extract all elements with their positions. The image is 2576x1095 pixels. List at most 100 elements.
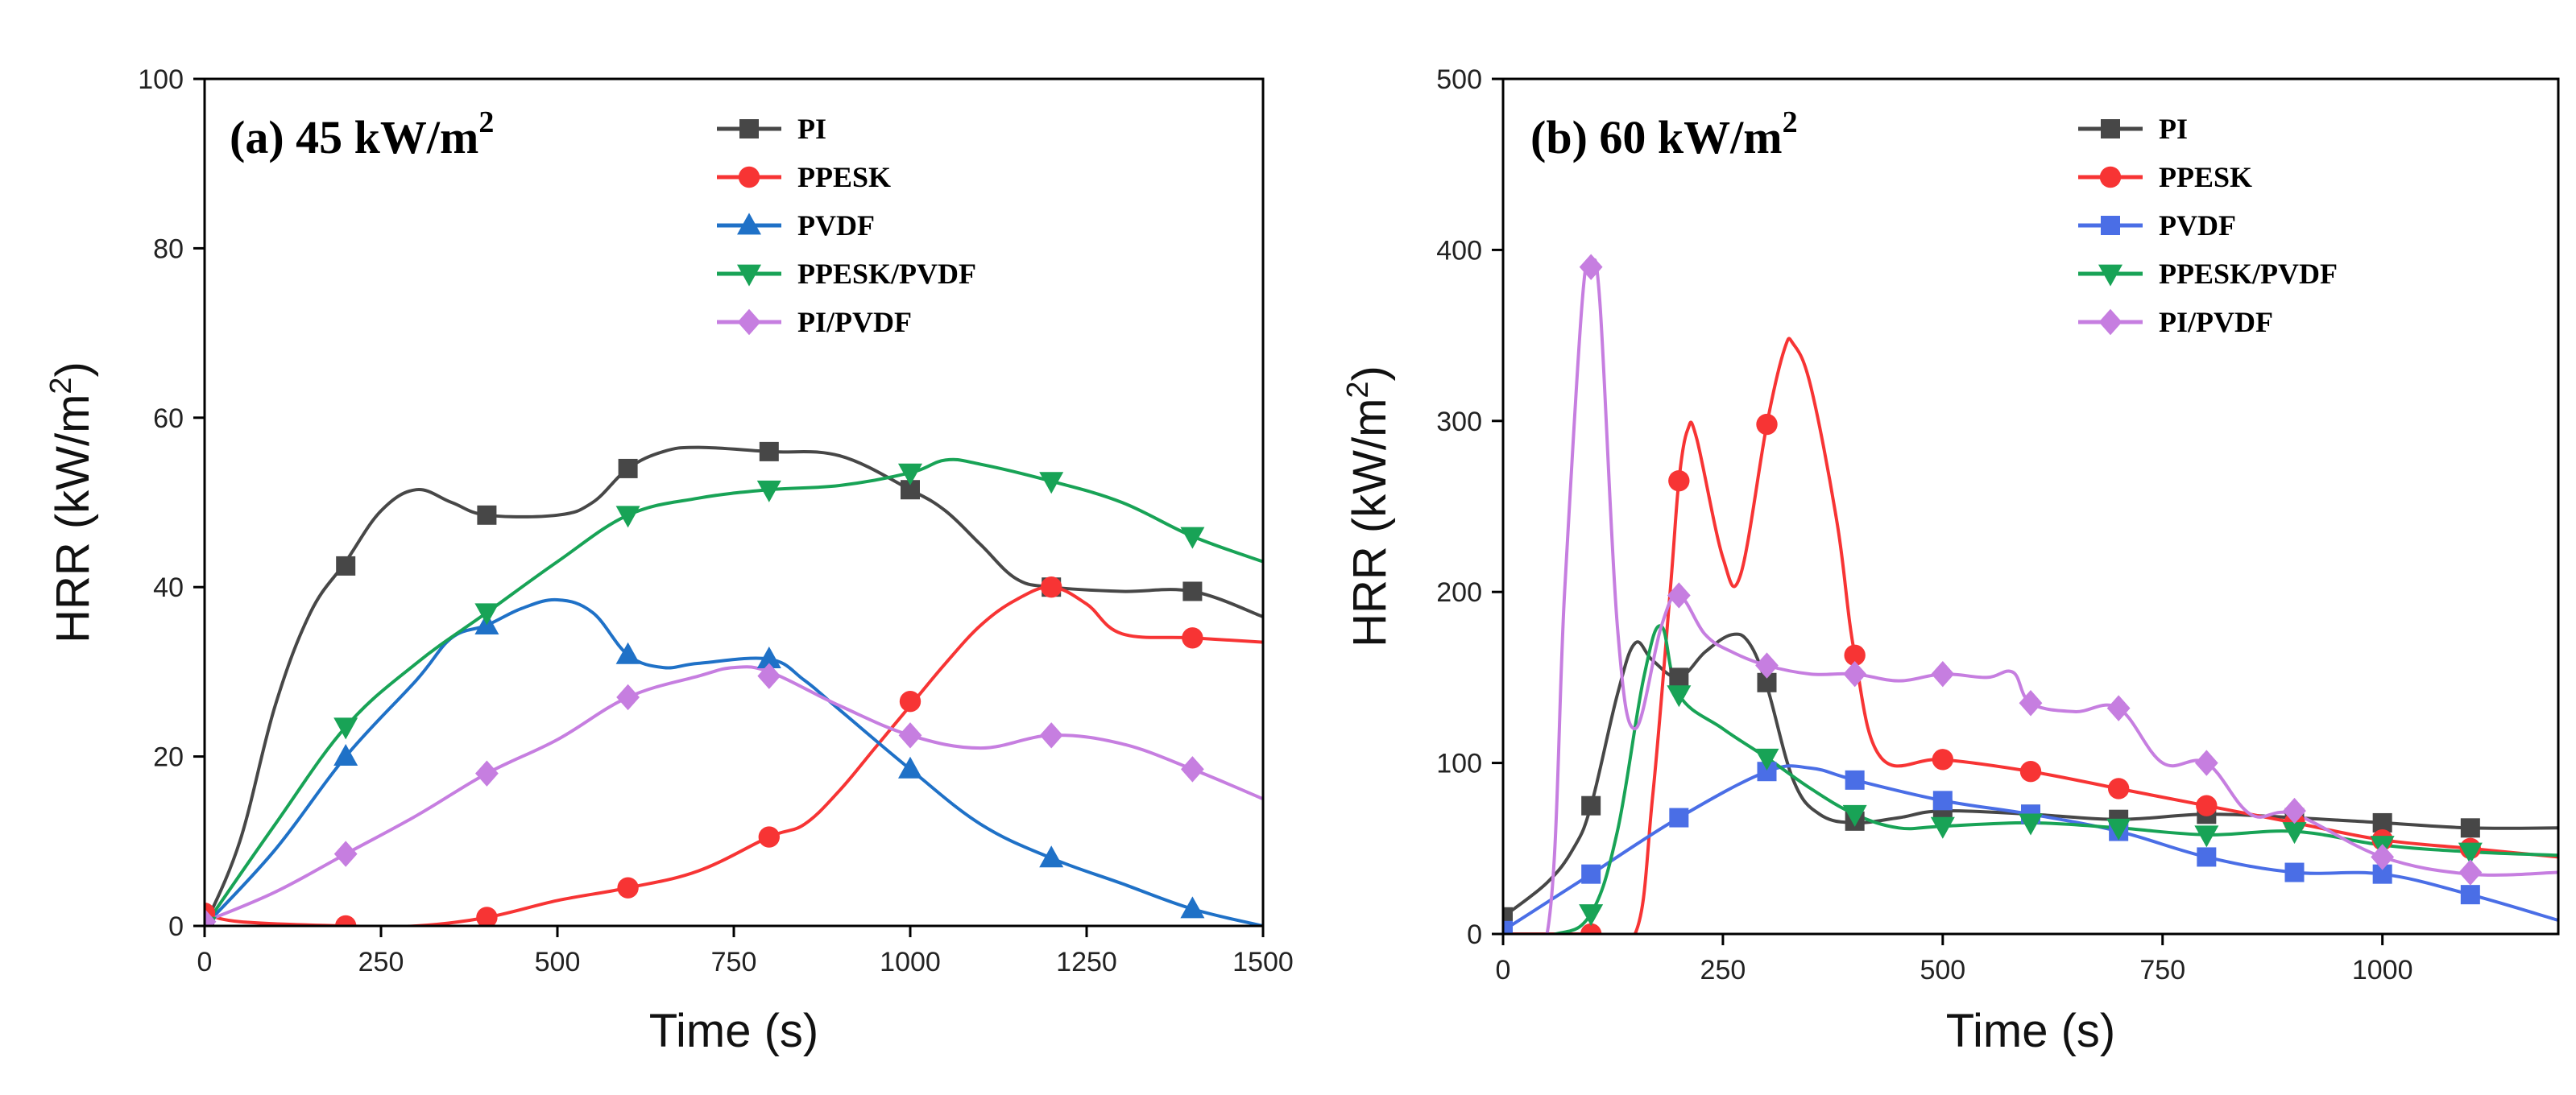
data-point-ppesk bbox=[476, 907, 498, 926]
series-group bbox=[205, 441, 1263, 926]
y-tick-label: 40 bbox=[153, 572, 184, 603]
data-point-pi bbox=[2372, 812, 2392, 833]
y-tick-label: 80 bbox=[153, 233, 184, 264]
panel-b-chart: 0 250 500 750 1000 0 100 200 300 400 500 Time (s) HR… bbox=[1341, 64, 2560, 1057]
data-point-ppesk-pvdf bbox=[1667, 685, 1692, 708]
data-point-pi bbox=[618, 458, 638, 478]
data-point-pi-pvdf bbox=[2283, 797, 2306, 824]
data-point-pi bbox=[1581, 795, 1601, 816]
x-tick-label: 750 bbox=[711, 947, 757, 977]
data-point-pi-pvdf bbox=[2106, 695, 2131, 721]
data-point-pi bbox=[1182, 581, 1203, 601]
data-point-pi-pvdf bbox=[2458, 859, 2483, 886]
y-tick-label: 100 bbox=[1436, 749, 1482, 779]
data-point-ppesk bbox=[1756, 413, 1778, 436]
data-point-ppesk bbox=[617, 877, 639, 899]
data-point-ppesk-pvdf bbox=[2106, 818, 2131, 841]
data-point-ppesk-pvdf bbox=[1754, 748, 1779, 771]
legend-label: PVDF bbox=[797, 209, 875, 242]
legend-label: PPESK bbox=[2159, 161, 2252, 193]
data-point-pi bbox=[759, 441, 779, 461]
data-point-ppesk bbox=[1580, 923, 1602, 934]
data-point-pvdf bbox=[898, 756, 922, 779]
data-point-pi-pvdf bbox=[2371, 844, 2395, 870]
legend-marker bbox=[2101, 119, 2120, 138]
data-point-pi-pvdf bbox=[616, 684, 640, 711]
legend-label: PI bbox=[797, 113, 826, 145]
legend-marker bbox=[2101, 216, 2120, 235]
data-point-pi-pvdf bbox=[1931, 660, 1955, 688]
series-line-pi-pvdf bbox=[1503, 258, 2558, 934]
data-point-pi-pvdf bbox=[1181, 756, 1204, 783]
legend-marker bbox=[737, 308, 761, 336]
data-point-pi-pvdf bbox=[898, 722, 922, 749]
x-tick-label: 0 bbox=[197, 947, 213, 977]
data-point-ppesk-pvdf bbox=[2458, 842, 2483, 865]
data-point-ppesk-pvdf bbox=[2282, 822, 2307, 845]
series-line-ppesk bbox=[1503, 337, 2558, 934]
legend-marker bbox=[737, 264, 761, 287]
data-point-pi-pvdf bbox=[1579, 254, 1603, 280]
y-tick-label: 0 bbox=[168, 911, 184, 942]
data-point-pi bbox=[2460, 818, 2480, 838]
legend-marker bbox=[2098, 264, 2123, 287]
data-point-pvdf bbox=[1669, 808, 1689, 828]
data-point-pi-pvdf bbox=[475, 760, 499, 787]
data-point-ppesk bbox=[1844, 644, 1866, 666]
data-point-pvdf bbox=[2284, 862, 2305, 882]
data-point-ppesk-pvdf bbox=[1842, 804, 1867, 827]
legend-marker bbox=[2099, 166, 2122, 188]
data-point-pvdf bbox=[1932, 791, 1953, 811]
data-point-pi-pvdf bbox=[2019, 690, 2043, 717]
data-point-pi bbox=[1669, 667, 1689, 688]
x-tick-label: 500 bbox=[535, 947, 581, 977]
data-point-pvdf bbox=[1845, 770, 1865, 790]
data-point-ppesk bbox=[2196, 795, 2218, 816]
x-axis-label: Time (s) bbox=[649, 1005, 818, 1057]
y-tick-label: 300 bbox=[1436, 407, 1482, 437]
x-tick-label: 750 bbox=[2139, 955, 2185, 986]
data-point-pvdf bbox=[2460, 885, 2480, 905]
x-tick-label: 1500 bbox=[1232, 947, 1294, 977]
data-point-pi bbox=[336, 556, 356, 576]
data-point-pi-pvdf bbox=[205, 908, 217, 926]
x-tick-label: 500 bbox=[1920, 955, 1965, 986]
data-point-ppesk-pvdf bbox=[2194, 825, 2219, 848]
data-point-pvdf bbox=[615, 642, 640, 664]
series-line-pi-pvdf bbox=[205, 665, 1263, 924]
y-axis-label: HRR (kW/m2) bbox=[1341, 366, 1396, 647]
legend-marker bbox=[737, 213, 761, 235]
data-point-ppesk bbox=[335, 915, 357, 926]
y-tick-label: 20 bbox=[153, 742, 184, 773]
legend-label: PI/PVDF bbox=[797, 306, 912, 338]
data-point-pi bbox=[477, 505, 497, 525]
data-point-pi-pvdf bbox=[333, 841, 358, 867]
series-line-pvdf bbox=[205, 597, 1263, 926]
data-point-ppesk bbox=[2107, 778, 2130, 800]
data-point-pi-pvdf bbox=[2194, 750, 2218, 776]
plot-frame bbox=[203, 77, 1265, 928]
x-tick-label: 1250 bbox=[1056, 947, 1117, 977]
data-point-pvdf bbox=[1581, 864, 1601, 884]
data-point-ppesk-pvdf bbox=[333, 717, 358, 740]
data-point-pi-pvdf bbox=[1039, 722, 1063, 749]
x-tick-label: 1000 bbox=[880, 947, 941, 977]
data-point-ppesk-pvdf bbox=[2019, 813, 2043, 836]
legend-label: PI bbox=[2159, 113, 2188, 145]
legend-label: PVDF bbox=[2159, 209, 2236, 242]
data-point-ppesk bbox=[2019, 761, 2042, 783]
data-point-pvdf bbox=[1503, 920, 1513, 934]
data-point-ppesk-pvdf bbox=[1579, 904, 1604, 927]
data-point-pi-pvdf bbox=[1755, 652, 1779, 679]
x-tick-label: 0 bbox=[1496, 955, 1511, 986]
legend: PI PPESK PVDF PPESK/PVDF PI/PVDF bbox=[717, 113, 976, 338]
legend-label: PPESK/PVDF bbox=[2159, 258, 2338, 290]
y-tick-label: 400 bbox=[1436, 235, 1482, 266]
x-axis-label: Time (s) bbox=[1946, 1005, 2115, 1057]
legend-label: PPESK/PVDF bbox=[797, 258, 976, 290]
panel-title: (b) 60 kW/m2 bbox=[1530, 105, 1798, 163]
panel-a-chart: 0 250 500 750 1000 1250 1500 0 20 40 60 80 100 Time (… bbox=[44, 64, 1294, 1057]
x-tick-label: 250 bbox=[358, 947, 404, 977]
data-point-pi-pvdf bbox=[1667, 582, 1691, 609]
